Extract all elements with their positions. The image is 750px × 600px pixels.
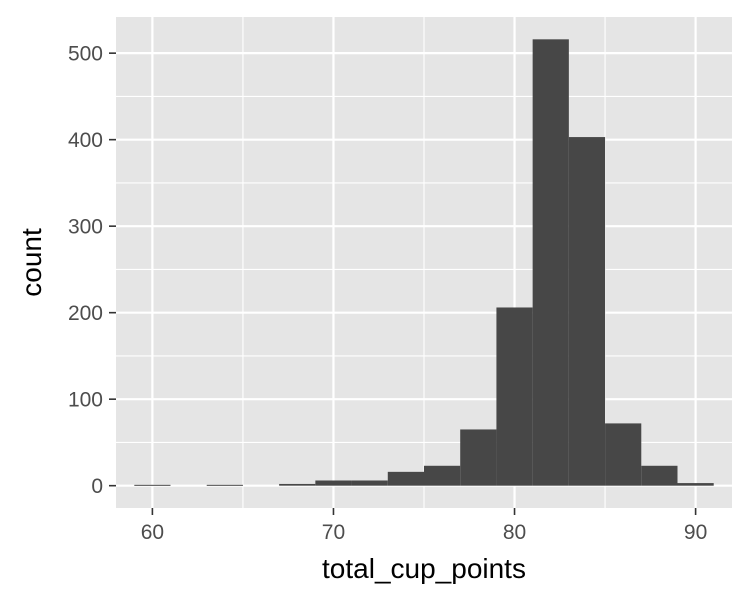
histogram-bar — [134, 484, 171, 486]
bars — [134, 39, 714, 486]
y-tick-label: 500 — [68, 43, 103, 66]
histogram-bar — [387, 471, 424, 486]
histogram-bar — [315, 480, 352, 486]
x-axis-title: total_cup_points — [322, 553, 526, 584]
histogram-bar — [532, 39, 569, 486]
y-tick-label: 400 — [68, 129, 103, 152]
y-tick-label: 200 — [68, 302, 103, 325]
x-tick-label: 90 — [684, 521, 707, 544]
histogram-bar — [351, 480, 388, 486]
histogram-bar — [641, 465, 678, 486]
histogram-bar — [206, 484, 243, 486]
y-axis-title: count — [16, 228, 47, 297]
x-tick-label: 80 — [503, 521, 526, 544]
histogram-bar — [568, 137, 606, 486]
x-axis: 60 70 80 90 — [141, 508, 707, 544]
x-tick-label: 70 — [322, 521, 345, 544]
y-tick-label: 0 — [91, 475, 103, 498]
histogram-bar — [279, 483, 316, 486]
histogram-bar — [677, 483, 714, 486]
y-tick-label: 300 — [68, 216, 103, 239]
y-axis: 0 100 200 300 400 500 — [68, 43, 116, 498]
x-tick-label: 60 — [141, 521, 164, 544]
histogram-bar — [424, 465, 461, 486]
histogram-bar — [605, 423, 642, 486]
histogram-bar — [496, 307, 533, 486]
y-tick-label: 100 — [68, 389, 103, 412]
histogram-bar — [460, 429, 497, 486]
